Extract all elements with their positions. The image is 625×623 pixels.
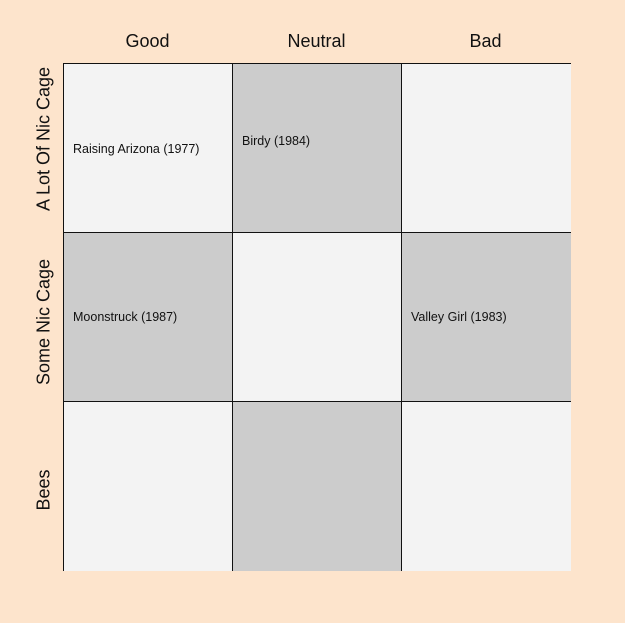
cell-some-bad: Valley Girl (1983) bbox=[402, 233, 571, 402]
row-header-some-nic-cage: Some Nic Cage bbox=[33, 258, 54, 386]
cell-bees-neutral bbox=[233, 402, 402, 571]
alignment-grid: Raising Arizona (1977) Birdy (1984) Moon… bbox=[63, 63, 571, 571]
cell-text: Raising Arizona (1977) bbox=[73, 142, 200, 156]
cell-bees-bad bbox=[402, 402, 571, 571]
cell-lot-neutral: Birdy (1984) bbox=[233, 64, 402, 233]
column-header-bad: Bad bbox=[469, 31, 502, 51]
cell-lot-bad bbox=[402, 64, 571, 233]
cell-bees-good bbox=[64, 402, 233, 571]
cell-some-neutral bbox=[233, 233, 402, 402]
column-header-good: Good bbox=[125, 31, 170, 51]
cell-text: Birdy (1984) bbox=[242, 134, 311, 148]
cell-text: Valley Girl (1983) bbox=[411, 310, 507, 324]
row-header-bees: Bees bbox=[33, 469, 54, 511]
cell-some-good: Moonstruck (1987) bbox=[64, 233, 233, 402]
cell-text: Moonstruck (1987) bbox=[73, 310, 178, 324]
column-header-neutral: Neutral bbox=[287, 31, 346, 51]
cell-lot-good: Raising Arizona (1977) bbox=[64, 64, 233, 233]
row-header-a-lot-of-nic-cage: A Lot Of Nic Cage bbox=[33, 66, 54, 212]
